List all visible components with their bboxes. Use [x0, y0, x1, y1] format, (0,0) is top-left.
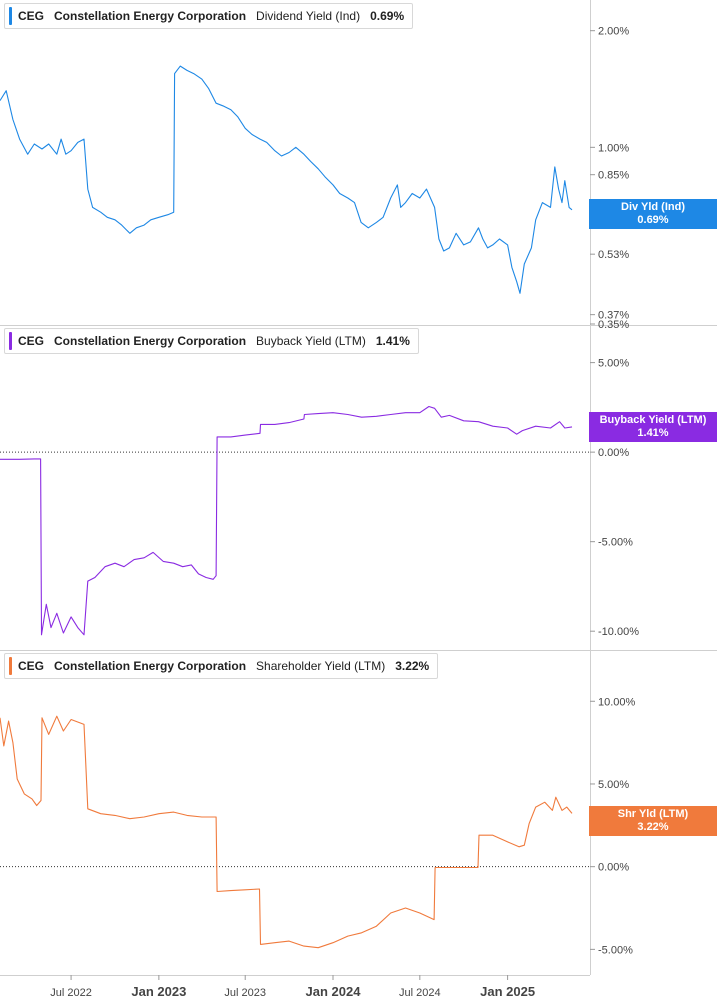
y-tick-label: 0.00%	[598, 447, 629, 459]
y-tick-label: 5.00%	[598, 358, 629, 370]
series-line	[0, 715, 573, 949]
company-name: Constellation Energy Corporation	[54, 9, 247, 23]
metric-value: 1.41%	[375, 334, 410, 348]
metric-name: Buyback Yield (LTM)	[256, 334, 366, 348]
value-tag-buyback: Buyback Yield (LTM) 1.41%	[589, 412, 717, 442]
series-line	[0, 405, 573, 636]
metric-name: Dividend Yield (Ind)	[256, 9, 361, 23]
tag-label: Div Yld (Ind)	[621, 201, 685, 213]
tag-value: 1.41%	[637, 427, 669, 439]
ticker-label: CEG	[18, 334, 45, 348]
y-tick-label: 0.35%	[598, 319, 629, 331]
value-tag-dividend: Div Yld (Ind) 0.69%	[589, 199, 717, 229]
x-tick-label: Jul 2023	[224, 987, 266, 999]
value-tag-shareholder: Shr Yld (LTM) 3.22%	[589, 806, 717, 836]
y-tick-label: -5.00%	[598, 537, 633, 549]
metric-name: Shareholder Yield (LTM)	[256, 659, 386, 673]
y-tick-label: -5.00%	[598, 944, 633, 956]
tag-label: Shr Yld (LTM)	[617, 808, 689, 820]
legend-buyback-yield: CEG Constellation Energy Corporation Buy…	[4, 328, 419, 354]
legend-shareholder-yield: CEG Constellation Energy Corporation Sha…	[4, 653, 439, 679]
y-tick-label: 2.00%	[598, 26, 629, 38]
tag-value: 3.22%	[637, 821, 669, 833]
company-name: Constellation Energy Corporation	[54, 334, 247, 348]
legend-swatch	[9, 332, 12, 350]
y-tick-label: 0.53%	[598, 249, 629, 261]
ticker-label: CEG	[18, 9, 45, 23]
legend-swatch	[9, 7, 12, 25]
company-name: Constellation Energy Corporation	[54, 659, 247, 673]
tag-label: Buyback Yield (LTM)	[599, 414, 707, 426]
x-tick-label: Jan 2024	[306, 984, 362, 999]
legend-dividend-yield: CEG Constellation Energy Corporation Div…	[4, 3, 414, 29]
y-tick-label: 0.85%	[598, 170, 629, 182]
ticker-label: CEG	[18, 659, 45, 673]
y-tick-label: 0.37%	[598, 310, 629, 322]
y-tick-label: 1.00%	[598, 142, 629, 154]
tag-value: 0.69%	[637, 214, 669, 226]
y-tick-label: -10.00%	[598, 626, 639, 638]
y-tick-label: 5.00%	[598, 779, 629, 791]
metric-value: 0.69%	[370, 9, 405, 23]
x-tick-label: Jan 2025	[480, 984, 535, 999]
series-line	[0, 65, 573, 294]
y-tick-label: 10.00%	[598, 696, 636, 708]
x-tick-label: Jul 2024	[399, 987, 441, 999]
x-tick-label: Jul 2022	[50, 987, 92, 999]
x-tick-label: Jan 2023	[131, 984, 186, 999]
y-tick-label: 0.00%	[598, 862, 629, 874]
metric-value: 3.22%	[395, 659, 430, 673]
legend-swatch	[9, 657, 12, 675]
